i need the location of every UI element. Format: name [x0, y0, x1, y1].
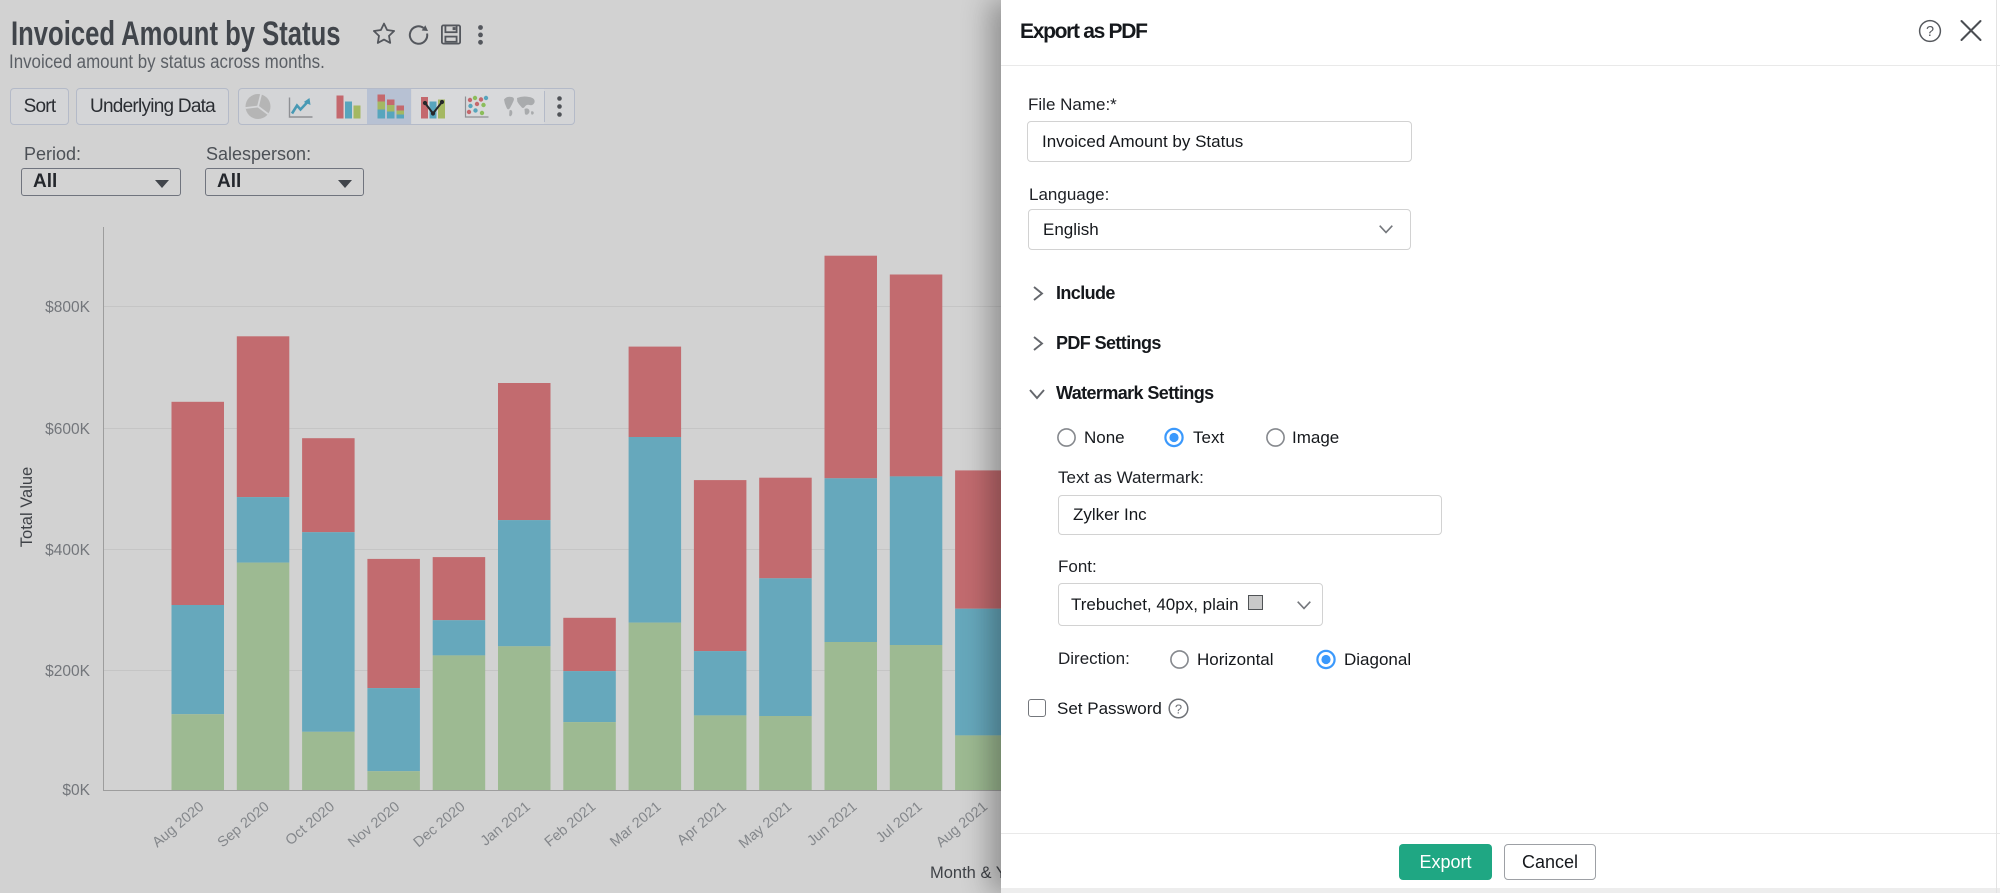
svg-text:Aug 2020: Aug 2020: [150, 799, 208, 851]
svg-text:Mar 2021: Mar 2021: [607, 799, 664, 851]
svg-text:Oct 2020: Oct 2020: [283, 799, 338, 849]
svg-text:Nov 2020: Nov 2020: [345, 799, 403, 851]
svg-text:May 2021: May 2021: [736, 799, 795, 852]
svg-text:$200K: $200K: [45, 663, 90, 680]
svg-text:Feb 2021: Feb 2021: [542, 799, 599, 851]
svg-text:Jun 2021: Jun 2021: [804, 799, 860, 850]
svg-text:$600K: $600K: [45, 421, 90, 438]
svg-text:Jul 2021: Jul 2021: [873, 799, 925, 846]
svg-text:?: ?: [1175, 701, 1182, 716]
svg-text:Month & Year: Month & Year: [930, 864, 1010, 882]
svg-text:$0K: $0K: [62, 782, 90, 799]
svg-text:Apr 2021: Apr 2021: [674, 799, 729, 849]
svg-text:Dec 2020: Dec 2020: [411, 799, 469, 851]
svg-text:Sep 2020: Sep 2020: [215, 799, 273, 851]
svg-text:Aug 2021: Aug 2021: [933, 799, 991, 851]
svg-text:Total Value: Total Value: [18, 467, 36, 547]
svg-text:$800K: $800K: [45, 299, 90, 316]
svg-text:Jan 2021: Jan 2021: [478, 799, 534, 850]
svg-text:?: ?: [1926, 24, 1934, 40]
svg-text:$400K: $400K: [45, 542, 90, 559]
